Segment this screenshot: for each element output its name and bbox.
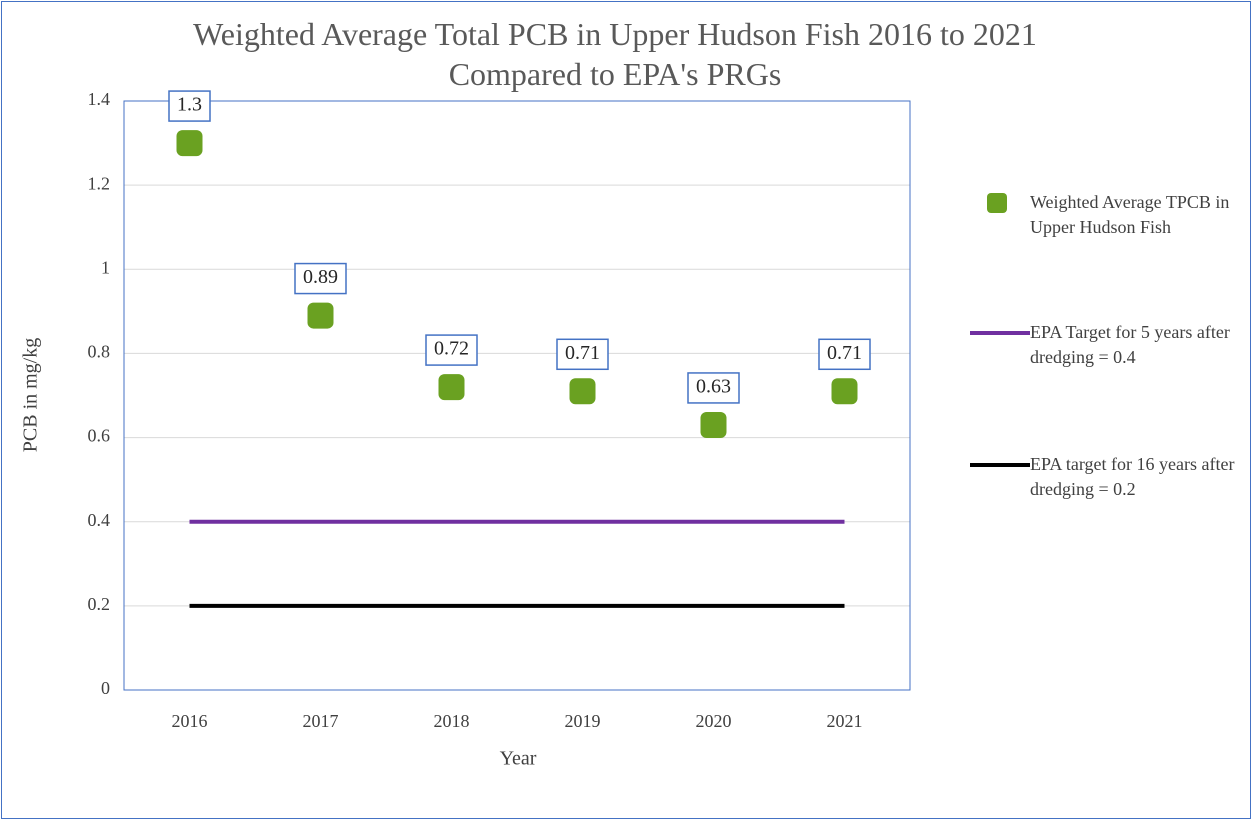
y-tick-label: 0.4 xyxy=(88,510,111,530)
data-label-box xyxy=(294,262,347,295)
x-tick-label: 2018 xyxy=(434,711,470,731)
data-label-box xyxy=(556,338,609,371)
point xyxy=(831,378,858,405)
x-tick-label: 2020 xyxy=(696,711,732,731)
y-axis-label: PCB in mg/kg xyxy=(20,338,42,452)
data-label-box xyxy=(818,338,871,371)
data-label: 0.72 xyxy=(434,338,469,360)
point xyxy=(307,302,334,329)
legend-label: EPA target for 16 years after dredging =… xyxy=(1030,454,1235,499)
data-label-box xyxy=(425,334,478,366)
y-tick-label: 1 xyxy=(101,257,110,277)
point xyxy=(438,374,465,401)
y-tick-label: 0.6 xyxy=(88,426,111,446)
chart-title: Weighted Average Total PCB in Upper Huds… xyxy=(193,16,1037,92)
y-tick-label: 0.2 xyxy=(88,594,111,614)
legend-label: Weighted Average TPCB in Upper Hudson Fi… xyxy=(1030,192,1230,237)
point xyxy=(176,130,203,157)
plot-border xyxy=(123,100,911,691)
point xyxy=(569,378,596,405)
y-tick-label: 0.8 xyxy=(88,342,111,362)
y-tick-label: 1.2 xyxy=(88,173,111,193)
y-tick-label: 0 xyxy=(101,678,110,698)
legend-marker xyxy=(987,193,1007,213)
data-label: 0.89 xyxy=(303,266,338,288)
data-label: 1.3 xyxy=(177,94,202,116)
x-axis-label: Year xyxy=(500,748,537,770)
data-label-box xyxy=(687,372,740,404)
x-tick-label: 2021 xyxy=(827,711,863,731)
x-tick-label: 2019 xyxy=(565,711,601,731)
data-label: 0.71 xyxy=(827,342,862,364)
data-label: 0.63 xyxy=(696,376,731,398)
point xyxy=(700,411,727,438)
y-tick-label: 1.4 xyxy=(88,89,111,109)
x-tick-label: 2017 xyxy=(303,711,339,731)
legend-label: EPA Target for 5 years after dredging = … xyxy=(1030,322,1230,367)
data-label: 0.71 xyxy=(565,342,600,364)
x-tick-label: 2016 xyxy=(172,711,208,731)
data-label-box xyxy=(168,90,211,122)
